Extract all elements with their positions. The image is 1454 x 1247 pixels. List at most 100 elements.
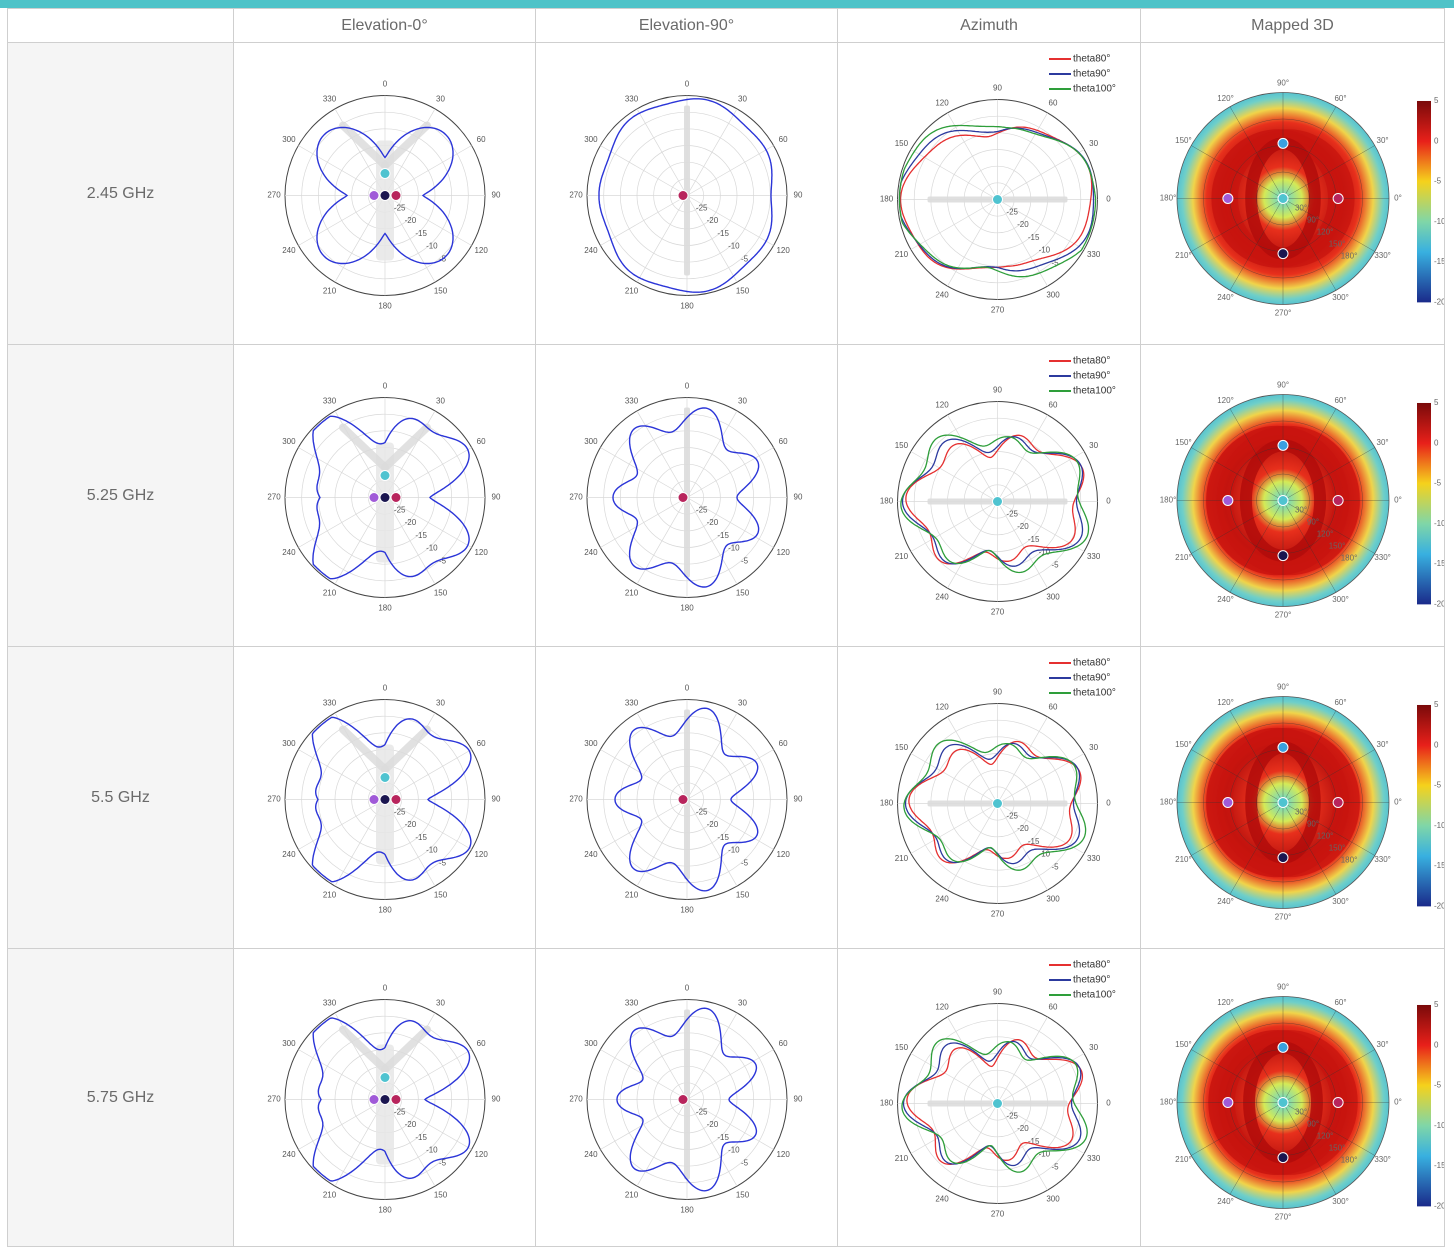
polar-angle-label: 120 (935, 702, 949, 711)
polar-grid-spoke (686, 799, 738, 887)
azimuth-cell: 90 60 30 0 330 300 270 240 210 180 150 120 -25 -20 -15… (837, 42, 1141, 345)
polar-ring-label: -25 (1006, 1111, 1018, 1120)
map-angle-label: 90° (1277, 683, 1289, 692)
polar-ring-label: -10 (728, 544, 740, 553)
polar-angle-label: 90 (993, 386, 1002, 395)
colorbar-tick: 5 (1434, 700, 1439, 709)
polar-grid-spoke (997, 414, 1048, 502)
map-angle-label: 240° (1217, 595, 1234, 604)
polar-ring-label: -25 (1006, 811, 1018, 820)
polar-angle-label: 120 (474, 1150, 488, 1159)
polar-angle-label: 300 (1046, 1195, 1060, 1204)
colorbar-tick: 0 (1434, 740, 1439, 749)
marker-magenta-dot (1332, 495, 1344, 506)
antenna-arm-left (339, 1025, 389, 1074)
map-angle-label: 30° (1377, 1040, 1389, 1049)
band-row: 2.45 GHz 0 30 60 90 120 150 180 210 240 270 300 330… (7, 42, 1445, 345)
polar-angle-label: 120 (935, 1002, 949, 1011)
polar-angle-label: 90 (794, 493, 803, 502)
map-angle-label: 0° (1394, 496, 1402, 505)
marker-purple-dot (368, 1094, 380, 1105)
polar-angle-label: 90 (993, 688, 1002, 697)
colorbar-tick: -20 (1434, 599, 1445, 608)
polar-angle-label: 300 (584, 739, 598, 748)
polar-ring-label: -20 (405, 820, 417, 829)
polar-ring-label: -10 (728, 242, 740, 251)
polar-angle-label: 90 (993, 988, 1002, 997)
polar-ring-label: -20 (1017, 522, 1029, 531)
polar-grid-spoke (997, 1103, 1085, 1154)
polar-grid-spoke (686, 410, 738, 498)
polar-angle-label: 150 (895, 139, 909, 148)
polar-angle-label: 180 (880, 1099, 894, 1108)
polar-grid-spoke (910, 1103, 998, 1154)
polar-angle-label: 60 (1049, 400, 1058, 409)
polar-angle-label: 120 (935, 400, 949, 409)
map-grid-spoke (1282, 408, 1337, 501)
polar-angle-label: 210 (625, 891, 639, 900)
polar-grid-spoke (636, 1099, 688, 1187)
polar-angle-label: 240 (282, 548, 296, 557)
polar-angle-label: 150 (736, 287, 750, 296)
marker-cyan-dot (992, 1098, 1003, 1109)
map-inner-label: 150° (1329, 844, 1346, 853)
polar-grid-spoke (997, 1016, 1048, 1104)
polar-angle-label: 210 (625, 287, 639, 296)
map-grid-spoke (1282, 1049, 1375, 1103)
pattern-trace (316, 126, 454, 265)
elev0-cell: 0 30 60 90 120 150 180 210 240 270 300 330 -25 -20 -15… (233, 42, 536, 345)
colorbar-tick: 5 (1434, 398, 1439, 407)
polar-angle-label: 180 (680, 604, 694, 613)
polar-angle-label: 180 (680, 906, 694, 915)
theta80-trace (906, 1038, 1084, 1165)
polar-angle-label: 210 (895, 552, 909, 561)
polar-ring-label: -25 (1006, 207, 1018, 216)
polar-angle-label: 60 (779, 739, 788, 748)
map-angle-label: 120° (1217, 998, 1234, 1007)
polar-ring-label: -10 (728, 1146, 740, 1155)
colorbar-tick: -10 (1434, 217, 1445, 226)
colorbar (1417, 704, 1431, 907)
map-angle-label: 270° (1275, 309, 1292, 318)
polar-angle-label: 210 (625, 1191, 639, 1200)
map-angle-label: 210° (1175, 1155, 1192, 1164)
polar-ring-label: -15 (717, 1133, 729, 1142)
polar-angle-label: 300 (584, 1039, 598, 1048)
map-angle-label: 330° (1374, 855, 1391, 864)
polar-angle-label: 30 (1089, 441, 1098, 450)
polar-grid-spoke (910, 501, 998, 552)
polar-angle-label: 60 (477, 135, 486, 144)
polar-grid-spoke (997, 803, 1048, 891)
polar-angle-label: 330 (1087, 250, 1101, 259)
polar-angle-label: 240 (584, 1150, 598, 1159)
marker-magenta-dot (1332, 1097, 1344, 1108)
polar-ring-label: -20 (1017, 1124, 1029, 1133)
polar-ring-label: -5 (741, 556, 749, 565)
mapped-3d-plot: 90° 60° 30° 0° 330° 300° 270° 240° 210° 180° 150° 1… (1160, 983, 1445, 1222)
marker-blue-dot (1277, 1041, 1289, 1053)
polar-ring-label: -20 (1017, 220, 1029, 229)
elev0-cell: 0 30 60 90 120 150 180 210 240 270 300 330 -25 -20 -15… (233, 646, 536, 949)
header-azimuth: Azimuth (837, 8, 1141, 43)
polar-angle-label: 0 (383, 80, 388, 89)
map-angle-label: 150° (1175, 740, 1192, 749)
colorbar-tick: -15 (1434, 1161, 1445, 1170)
polar-grid-spoke (997, 199, 1048, 287)
polar-grid-spoke (298, 195, 386, 246)
polar-angle-label: 30 (436, 998, 445, 1007)
legend: theta80° theta90° theta100° (1049, 960, 1116, 1001)
polar-angle-label: 0 (383, 984, 388, 993)
map-grid-spoke (1229, 106, 1284, 199)
map-grid-spoke (1191, 198, 1284, 252)
marker-navy-dot (379, 492, 391, 503)
polar-angle-label: 270 (267, 1095, 281, 1104)
map-angle-label: 300° (1332, 595, 1349, 604)
polar-angle-label: 150 (434, 589, 448, 598)
polar-grid-spoke (298, 799, 386, 850)
polar-angle-label: 60 (779, 135, 788, 144)
polar-angle-label: 270 (991, 1210, 1005, 1219)
legend-entry: theta100° (1073, 688, 1116, 699)
pattern-trace (312, 1017, 471, 1182)
polar-grid-spoke (600, 1049, 688, 1100)
polar-ring-label: -5 (439, 858, 447, 867)
